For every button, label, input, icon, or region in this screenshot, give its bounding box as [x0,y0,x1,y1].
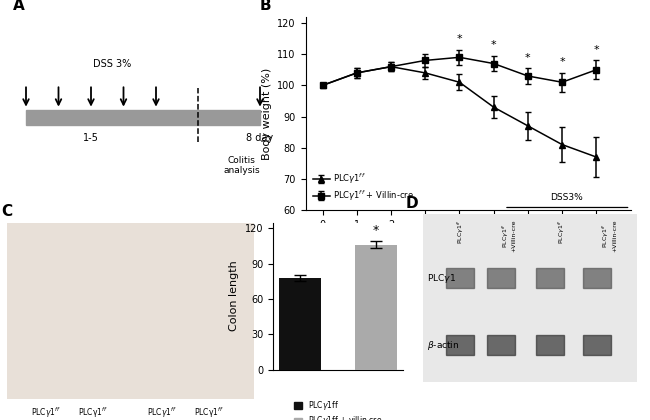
Bar [536,335,564,355]
Bar [584,268,611,288]
Text: PLC$\gamma$1: PLC$\gamma$1 [427,272,456,284]
Bar [584,335,611,355]
Text: C: C [1,204,13,219]
Bar [279,278,321,370]
Bar [536,268,564,288]
Text: PLC$\gamma$1$^{ff}$: PLC$\gamma$1$^{ff}$ [147,406,177,420]
Bar [487,335,515,355]
Text: DSS 3%: DSS 3% [93,59,131,69]
X-axis label: days: days [455,235,481,245]
Legend: PLC$\gamma$1ff, PLC$\gamma$1ff + villin-cre: PLC$\gamma$1ff, PLC$\gamma$1ff + villin-… [291,396,385,420]
Text: PLC$\gamma$1$^{ff}$: PLC$\gamma$1$^{ff}$ [31,406,61,420]
Text: B: B [260,0,272,13]
Bar [446,335,474,355]
Text: PLCγ1$^{ff}$
+ Villin-cre: PLCγ1$^{ff}$ + Villin-cre [72,406,114,420]
Legend: PLC$\gamma$1$^{ff}$, PLC$\gamma$1$^{ff}$ + Villin-cre: PLC$\gamma$1$^{ff}$, PLC$\gamma$1$^{ff}$… [309,168,417,206]
Text: D: D [406,196,418,211]
Text: A: A [13,0,25,13]
Text: DSS3%: DSS3% [550,194,582,202]
Text: *: * [593,45,599,55]
Y-axis label: Body weight (%): Body weight (%) [262,67,272,160]
Text: PLC$\gamma$1$^{ff}$: PLC$\gamma$1$^{ff}$ [557,219,567,244]
Text: PLC$\gamma$1$^{ff}$
+Villin-cre: PLC$\gamma$1$^{ff}$ +Villin-cre [601,219,617,252]
Bar [487,268,515,288]
Text: 8 day: 8 day [246,134,274,144]
Bar [446,268,474,288]
Text: PLCγ1$^{ff}$
+ Villin-cre: PLCγ1$^{ff}$ + Villin-cre [188,406,230,420]
Text: *: * [525,52,530,63]
Bar [26,110,260,125]
Text: *: * [559,57,565,67]
Text: 1-5: 1-5 [83,134,99,144]
Text: Colitis
analysis: Colitis analysis [224,156,260,175]
Text: $\beta$-actin: $\beta$-actin [427,339,460,352]
Bar [355,245,397,370]
Text: *: * [373,224,379,237]
Y-axis label: Colon length: Colon length [229,261,239,331]
Text: PLC$\gamma$1$^{ff}$
+Villin-cre: PLC$\gamma$1$^{ff}$ +Villin-cre [500,219,516,252]
Text: *: * [457,34,462,44]
Text: *: * [491,40,497,50]
Text: PLC$\gamma$1$^{ff}$: PLC$\gamma$1$^{ff}$ [456,219,466,244]
